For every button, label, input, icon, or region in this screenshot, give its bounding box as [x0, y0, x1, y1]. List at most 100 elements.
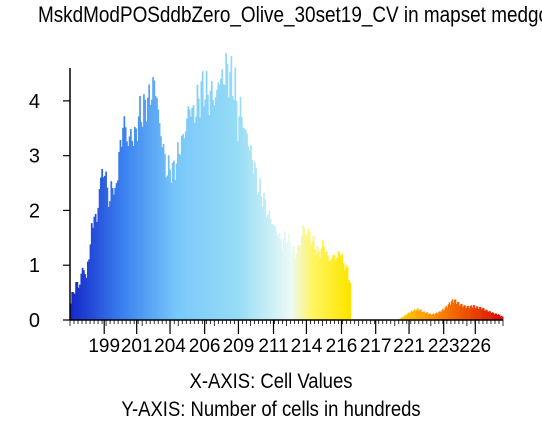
- histogram-bar: [257, 192, 260, 320]
- histogram-bar: [80, 273, 83, 320]
- histogram-bar: [186, 118, 188, 320]
- histogram-tail-bar: [414, 309, 416, 320]
- histogram-bar: [177, 142, 179, 320]
- histogram-tail-bar: [444, 307, 446, 320]
- histogram-bar: [255, 168, 258, 320]
- histogram-bar: [298, 245, 301, 320]
- histogram-tail-bar: [490, 313, 492, 320]
- histogram-bar: [90, 223, 93, 320]
- histogram-bar: [269, 218, 272, 320]
- histogram-tail-bar: [451, 299, 454, 320]
- histogram-bar: [286, 242, 289, 320]
- histogram-bar: [86, 261, 89, 320]
- histogram-tail-bar: [426, 312, 429, 320]
- histogram-bar: [223, 84, 226, 320]
- y-tick-label: 2: [29, 200, 40, 222]
- histogram-bar: [191, 107, 194, 320]
- histogram-bar: [131, 140, 134, 320]
- histogram-bar: [170, 182, 173, 320]
- histogram-tail-bar: [417, 308, 419, 320]
- histogram-bar: [150, 99, 153, 320]
- x-tick-label: 226: [459, 336, 491, 357]
- histogram-bar: [248, 150, 251, 320]
- histogram-bar: [328, 261, 331, 320]
- histogram-bar: [109, 201, 111, 320]
- histogram-bar: [239, 96, 242, 320]
- histogram-bar: [254, 161, 256, 320]
- y-tick-label: 1: [29, 255, 40, 277]
- histogram-bar: [165, 177, 167, 320]
- histogram-tail-bar: [428, 313, 431, 320]
- histogram-bar: [291, 246, 294, 320]
- histogram-tail-bar: [419, 309, 421, 320]
- histogram-tail-bar: [459, 305, 461, 320]
- histogram-bar: [338, 253, 341, 320]
- histogram-bar: [71, 291, 74, 320]
- histogram-tail-bar: [472, 305, 475, 320]
- histogram-tail-bar: [475, 306, 478, 320]
- histogram-bar: [303, 227, 306, 320]
- histogram-bar: [244, 129, 247, 320]
- histogram-bar: [220, 78, 222, 321]
- histogram-bar: [329, 260, 332, 320]
- x-axis-ticks: 199 201 204 206 209 211 214 216 217 221 223 226: [88, 320, 491, 357]
- histogram-tail-bar: [438, 311, 440, 320]
- histogram-bar: [308, 232, 311, 320]
- histogram-tail-bar: [400, 317, 402, 320]
- histogram-tail-bar: [403, 315, 405, 320]
- histogram-bar: [261, 207, 264, 320]
- histogram-bar: [247, 146, 250, 320]
- histogram-bar: [340, 256, 342, 320]
- histogram-bar: [336, 257, 338, 320]
- histogram-bar: [163, 153, 166, 320]
- histogram-bar: [341, 254, 344, 320]
- histogram-tail-bar: [421, 312, 423, 320]
- histogram-tail-bar: [449, 304, 452, 320]
- histogram-bar: [316, 246, 319, 320]
- histogram-bar: [227, 97, 230, 320]
- histogram-bar: [89, 244, 92, 320]
- histogram-bar: [321, 240, 324, 320]
- histogram-tail-bar: [473, 305, 476, 320]
- histogram-tail-bar: [497, 314, 500, 320]
- histogram-bar: [192, 105, 195, 321]
- histogram-bar: [102, 177, 105, 320]
- histogram-tail-bar: [487, 312, 489, 320]
- histogram-tail-bar: [479, 307, 481, 320]
- histogram-bar: [210, 81, 213, 320]
- histogram-tail-bar: [480, 306, 482, 320]
- histogram-bar: [156, 98, 158, 320]
- histogram-tail-bar: [454, 299, 457, 320]
- histogram-tail-bar: [465, 308, 467, 320]
- histogram-bar: [260, 196, 263, 320]
- histogram-bar: [197, 98, 200, 320]
- histogram-bar: [158, 123, 161, 320]
- histogram-bar: [126, 141, 128, 320]
- histogram-bar: [160, 136, 162, 320]
- histogram-tail-bar: [450, 301, 453, 320]
- histogram-tail-bar: [431, 314, 434, 320]
- x-tick-label: 209: [223, 336, 255, 357]
- histogram-bar: [325, 251, 328, 320]
- histogram-bar: [175, 163, 178, 320]
- histogram-bar: [278, 233, 281, 320]
- histogram-bar: [103, 175, 106, 320]
- histogram-bar: [251, 159, 254, 320]
- histogram-bar: [111, 188, 114, 320]
- histogram-bar: [98, 189, 101, 320]
- histogram-bar: [349, 282, 351, 320]
- histogram-tail-bar: [468, 308, 470, 320]
- histogram-bar: [110, 181, 113, 320]
- histogram-tail-bar: [471, 307, 474, 320]
- histogram-tail-bar: [498, 314, 501, 320]
- histogram-bar: [212, 99, 214, 320]
- histogram-tail-bar: [446, 307, 448, 320]
- histogram-bar: [143, 94, 145, 320]
- histogram-tail-bar: [423, 311, 425, 320]
- histogram-bar: [297, 245, 299, 320]
- histogram-tail-bar: [422, 311, 424, 320]
- histogram-bar: [76, 282, 79, 320]
- histogram-bar: [140, 122, 143, 320]
- histogram-bar: [81, 267, 84, 320]
